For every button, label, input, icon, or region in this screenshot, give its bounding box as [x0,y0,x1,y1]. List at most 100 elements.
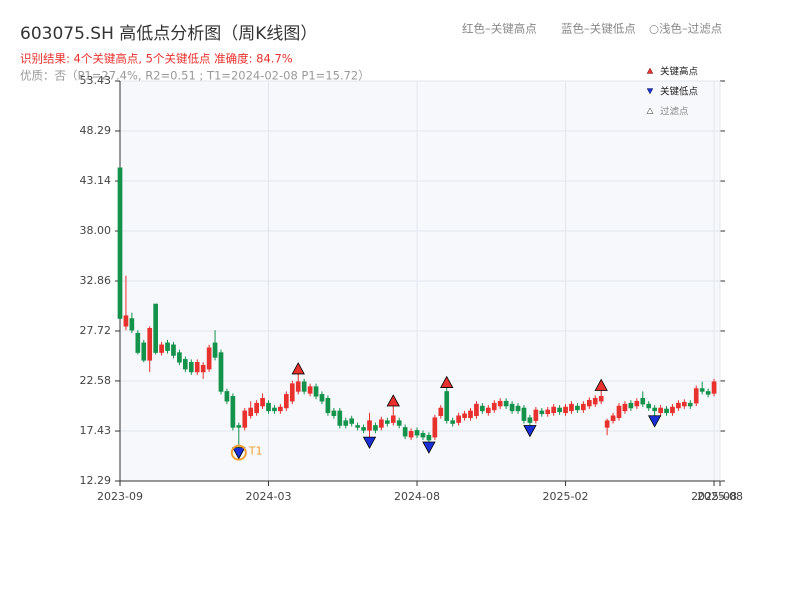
candle-body [361,427,366,431]
candle-body [485,407,491,414]
candle-body [141,342,147,361]
candle-body [212,342,218,358]
candle-body [379,419,384,428]
candle-body [307,386,313,394]
candle-body [230,396,236,428]
candle-body [676,402,681,409]
candle-body [218,352,224,392]
legend-label: 关键高点 [660,66,699,78]
candle-body [331,410,337,417]
key-low-marker [647,415,662,428]
candle-body [658,407,663,414]
candle-body [319,394,325,402]
candle-body [634,400,640,407]
candle-body [414,430,420,436]
candle-body [236,425,242,428]
candle-body [248,407,254,417]
candle-body [491,402,497,411]
candle-body [165,342,170,351]
candle-body [687,402,693,407]
candle-body [693,388,699,404]
candle-body [254,402,259,414]
candle-body [384,420,390,424]
candle-body [295,381,301,392]
candle-body [711,381,717,394]
candle-body [301,381,307,392]
key-low-marker [422,441,436,454]
x-tick-label: 2025-08 [697,490,743,503]
legend-label: 关键低点 [660,86,699,98]
key-low-marker [232,447,246,460]
candle-body [432,417,438,438]
x-tick-label: 2023-09 [97,490,143,503]
candle-body [278,406,283,412]
candle-body [533,409,539,421]
candle-body [260,398,265,407]
candle-body [622,403,628,412]
candle-body [527,417,533,423]
candle-body [396,420,402,426]
candle-body [652,407,657,412]
candle-body [545,409,551,415]
candle-body [515,405,521,412]
subtitle: 识别结果: 4个关键高点, 5个关键低点 准确度: 84.7% [20,52,293,66]
candle-body [325,398,331,414]
y-tick-label: 32.86 [80,274,112,287]
candle-body [284,394,289,409]
candle-body [373,425,378,431]
header-legend: ○浅色–过滤点 [649,22,722,36]
legend-marker [646,107,654,114]
candle-body [117,167,123,319]
candle-body [224,391,230,402]
candle-body [557,407,562,413]
candle-body [426,434,432,441]
candle-body [450,420,456,424]
header-legend: 红色–关键高点 [462,22,537,36]
candle-body [474,403,479,417]
y-tick-label: 53.43 [80,74,112,87]
candle-body [462,413,467,418]
y-tick-label: 27.72 [80,324,112,337]
candle-body [438,407,444,417]
key-high-marker [291,362,305,375]
candle-body [592,398,598,405]
key-high-marker [386,394,400,407]
candle-body [569,403,574,412]
candle-body [367,420,372,431]
candle-body [343,420,349,426]
candle-body [444,391,450,421]
legend-marker [646,88,654,95]
candle-body [670,406,675,414]
candle-body [646,403,652,409]
y-tick-label: 48.29 [80,124,112,137]
candle-body [705,391,711,395]
candle-body [123,315,129,327]
candle-body [355,425,360,428]
candle-body [313,386,319,397]
candle-body [194,362,200,373]
key-low-marker [523,425,537,438]
legend-marker [646,67,654,74]
x-tick-label: 2025-08 [691,490,737,503]
candle-body [177,352,182,363]
candle-body [563,406,568,414]
candle-body [664,408,669,414]
candle-body [159,344,164,353]
candle-body [266,402,271,412]
candle-body [135,332,141,353]
candle-body [456,415,461,423]
candle-body [183,359,188,370]
candle-body [604,420,610,428]
legend-label: 过滤点 [660,106,689,118]
chart-title: 603075.SH 高低点分析图（周K线图） [20,24,317,44]
candle-body [521,407,527,421]
x-tick-label: 2024-03 [246,490,292,503]
annotation-label: T1 [248,445,263,458]
candle-body [497,400,503,407]
candle-body [337,410,343,426]
candle-body [402,427,408,437]
candle-body [699,388,705,392]
candle-body [598,396,604,402]
candle-body [682,401,687,407]
y-tick-label: 22.58 [80,374,112,387]
